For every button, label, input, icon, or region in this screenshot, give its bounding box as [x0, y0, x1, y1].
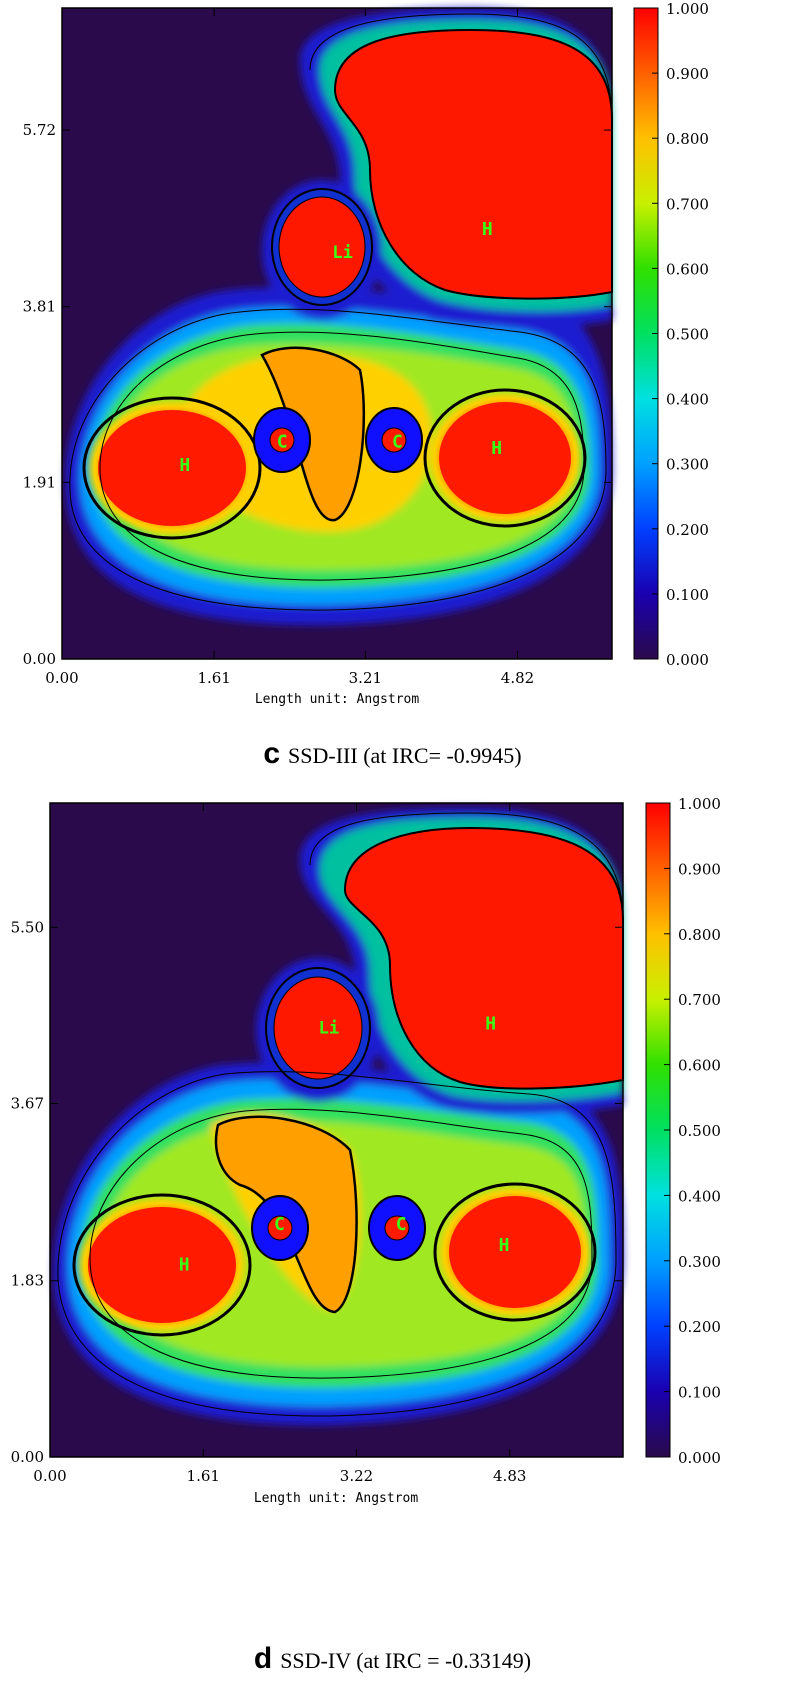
atom-label-li: Li	[332, 243, 352, 263]
colorbar-d: 0.000 0.100 0.200 0.300 0.400 0.500 0.600 0.700…	[645, 795, 721, 1467]
axes-c: 0.00 1.61 3.21 4.82 0.00 1.91 3.81 5.72	[23, 7, 613, 687]
atom-label-h: H	[179, 1254, 190, 1275]
plot-frame	[61, 7, 613, 660]
atom-label-c: C	[396, 1214, 407, 1235]
colorbar-tick-label: 0.800	[666, 130, 709, 148]
colorbar-tick-label: 0.600	[678, 1057, 721, 1075]
colorbar-tick-label: 1.000	[678, 795, 721, 813]
y-tick-label: 5.50	[11, 918, 44, 936]
colorbar-tick-label: 0.700	[678, 991, 721, 1009]
atom-labels-c: Li H C C H H	[179, 219, 502, 476]
y-tick-label: 0.00	[11, 1448, 44, 1466]
plot-frame	[49, 802, 624, 1458]
colorbar-tick-label: 0.000	[678, 1449, 721, 1467]
contour-h-topright	[343, 826, 624, 1090]
atom-label-h: H	[491, 438, 502, 459]
colorbar-tick-label: 0.000	[666, 651, 709, 669]
y-tick-label: 3.81	[23, 298, 56, 316]
x-tick-label: 4.83	[493, 1467, 526, 1485]
panel-c: Li H C C H H 0.00 1.61 3.21 4.82 0.00 1.91 3.81 5.72…	[23, 0, 709, 707]
colorbar-tick-label: 0.500	[678, 1122, 721, 1140]
colorbar-c: 0.000 0.100 0.200 0.300 0.400 0.500 0.600 0.700…	[633, 0, 709, 669]
caption-letter-c: c	[263, 737, 281, 770]
atom-label-h: H	[179, 455, 190, 476]
colorbar-tick-label: 0.900	[666, 65, 709, 83]
caption-text-c: SSD-III (at IRC= -0.9945)	[288, 743, 522, 768]
axes-d: 0.00 1.61 3.22 4.83 0.00 1.83 3.67 5.50	[11, 802, 624, 1485]
caption-d: d SSD-IV (at IRC = -0.33149)	[0, 1642, 785, 1676]
atom-label-h: H	[482, 219, 493, 240]
x-tick-label: 3.21	[349, 669, 382, 687]
colorbar-tick-label: 0.200	[678, 1318, 721, 1336]
atom-label-c: C	[277, 432, 288, 453]
colorbar-tick-label: 0.900	[678, 860, 721, 878]
caption-c: c SSD-III (at IRC= -0.9945)	[0, 737, 785, 771]
atom-label-c: C	[274, 1214, 285, 1235]
x-axis-label-c: Length unit: Angstrom	[255, 692, 420, 707]
colorbar-tick-label: 0.400	[666, 391, 709, 409]
x-tick-label: 1.61	[187, 1467, 220, 1485]
atom-label-c: C	[392, 432, 403, 453]
colorbar-tick-label: 0.200	[666, 521, 709, 539]
x-axis-label-d: Length unit: Angstrom	[254, 1491, 419, 1506]
colorbar-tick-label: 0.300	[678, 1253, 721, 1271]
y-tick-label: 1.83	[11, 1272, 44, 1290]
panel-d: Li H C C H H 0.00 1.61 3.22 4.83 0.00 1.83 3.67 5.50…	[11, 795, 721, 1506]
atom-label-li: Li	[319, 1018, 339, 1038]
colorbar-tick-label: 0.600	[666, 260, 709, 278]
caption-letter-d: d	[253, 1642, 273, 1675]
y-tick-label: 5.72	[23, 121, 56, 139]
x-tick-label: 0.00	[45, 669, 78, 687]
x-tick-label: 4.82	[501, 669, 534, 687]
colorbar-tick-label: 0.300	[666, 456, 709, 474]
colorbar-tick-label: 0.700	[666, 195, 709, 213]
colorbar-tick-label: 0.500	[666, 326, 709, 344]
atom-label-h: H	[499, 1235, 510, 1256]
x-tick-label: 0.00	[33, 1467, 66, 1485]
contour-h-topright	[333, 28, 613, 300]
atom-label-h: H	[485, 1014, 496, 1035]
colorbar-tick-label: 0.800	[678, 926, 721, 944]
colorbar-tick-label: 0.100	[666, 586, 709, 604]
y-tick-label: 1.91	[23, 473, 56, 491]
colorbar-tick-label: 0.100	[678, 1384, 721, 1402]
colorbar-tick-label: 0.400	[678, 1187, 721, 1205]
x-tick-label: 3.22	[340, 1467, 373, 1485]
atom-labels-d: Li H C C H H	[179, 1014, 510, 1276]
colorbar-tick-label: 1.000	[666, 0, 709, 18]
heatmap-c	[62, 8, 613, 659]
x-tick-label: 1.61	[197, 669, 230, 687]
heatmap-d	[50, 803, 624, 1457]
y-tick-label: 3.67	[11, 1095, 44, 1113]
y-tick-label: 0.00	[23, 650, 56, 668]
caption-text-d: SSD-IV (at IRC = -0.33149)	[280, 1648, 532, 1673]
